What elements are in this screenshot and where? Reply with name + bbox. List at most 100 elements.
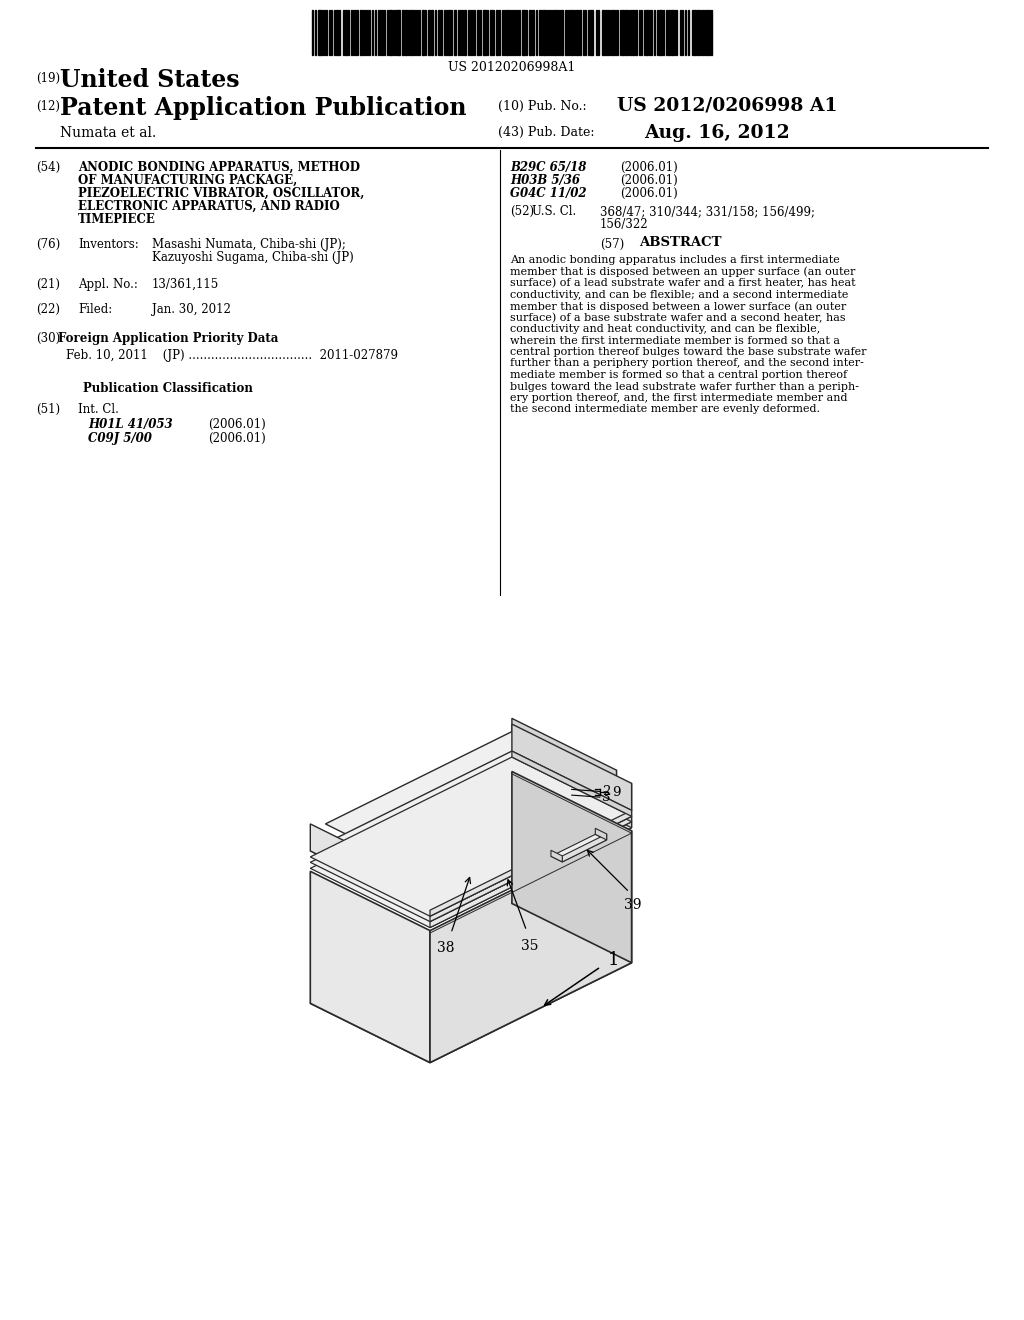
Polygon shape: [310, 903, 632, 1063]
Text: (2006.01): (2006.01): [620, 187, 678, 201]
Text: mediate member is formed so that a central portion thereof: mediate member is formed so that a centr…: [510, 370, 847, 380]
Bar: [529, 11, 531, 55]
Text: (2006.01): (2006.01): [208, 432, 266, 445]
Bar: [625, 11, 627, 55]
Bar: [483, 11, 486, 55]
Bar: [579, 11, 581, 55]
Text: 368/47; 310/344; 331/158; 156/499;: 368/47; 310/344; 331/158; 156/499;: [600, 205, 815, 218]
Bar: [345, 11, 347, 55]
Bar: [635, 11, 637, 55]
Text: 3: 3: [602, 791, 610, 804]
Text: (21): (21): [36, 279, 60, 290]
Bar: [622, 11, 624, 55]
Text: ABSTRACT: ABSTRACT: [639, 236, 721, 249]
Bar: [575, 11, 578, 55]
Polygon shape: [430, 822, 632, 928]
Polygon shape: [512, 771, 632, 962]
Bar: [506, 11, 508, 55]
Polygon shape: [310, 871, 430, 1063]
Polygon shape: [326, 731, 616, 875]
Polygon shape: [430, 810, 632, 916]
Bar: [454, 11, 456, 55]
Bar: [428, 11, 430, 55]
Text: (51): (51): [36, 403, 60, 416]
Bar: [602, 11, 604, 55]
Polygon shape: [512, 763, 632, 828]
Text: (12): (12): [36, 100, 60, 114]
Polygon shape: [512, 758, 632, 822]
Bar: [532, 11, 534, 55]
Text: Inventors:: Inventors:: [78, 238, 138, 251]
Text: An anodic bonding apparatus includes a first intermediate: An anodic bonding apparatus includes a f…: [510, 255, 840, 265]
Text: (22): (22): [36, 304, 60, 315]
Text: US 20120206998A1: US 20120206998A1: [449, 61, 575, 74]
Bar: [336, 11, 338, 55]
Polygon shape: [512, 751, 632, 816]
Text: ANODIC BONDING APPARATUS, METHOD: ANODIC BONDING APPARATUS, METHOD: [78, 161, 360, 174]
Text: conductivity and heat conductivity, and can be flexible,: conductivity and heat conductivity, and …: [510, 323, 820, 334]
Polygon shape: [595, 829, 606, 840]
Polygon shape: [310, 824, 430, 911]
Bar: [590, 11, 593, 55]
Text: conductivity, and can be flexible; and a second intermediate: conductivity, and can be flexible; and a…: [510, 289, 848, 300]
Text: (19): (19): [36, 73, 60, 84]
Text: PIEZOELECTRIC VIBRATOR, OSCILLATOR,: PIEZOELECTRIC VIBRATOR, OSCILLATOR,: [78, 187, 365, 201]
Bar: [397, 11, 400, 55]
Bar: [694, 11, 696, 55]
Text: wherein the first intermediate member is formed so that a: wherein the first intermediate member is…: [510, 335, 840, 346]
Bar: [612, 11, 614, 55]
Text: US 2012/0206998 A1: US 2012/0206998 A1: [617, 96, 838, 115]
Polygon shape: [430, 783, 632, 911]
Polygon shape: [459, 853, 483, 882]
Text: TIMEPIECE: TIMEPIECE: [78, 213, 156, 226]
Text: bulges toward the lead substrate wafer further than a periph-: bulges toward the lead substrate wafer f…: [510, 381, 859, 392]
Text: (57): (57): [600, 238, 625, 251]
Bar: [496, 11, 498, 55]
Bar: [406, 11, 407, 55]
Polygon shape: [562, 834, 606, 862]
Text: U.S. Cl.: U.S. Cl.: [532, 205, 577, 218]
Text: central portion thereof bulges toward the base substrate wafer: central portion thereof bulges toward th…: [510, 347, 866, 356]
Text: Int. Cl.: Int. Cl.: [78, 403, 119, 416]
Text: OF MANUFACTURING PACKAGE,: OF MANUFACTURING PACKAGE,: [78, 174, 297, 187]
Polygon shape: [430, 830, 632, 1063]
Bar: [422, 11, 424, 55]
Text: (43) Pub. Date:: (43) Pub. Date:: [498, 125, 595, 139]
Polygon shape: [310, 768, 632, 928]
Text: ery portion thereof, and, the first intermediate member and: ery portion thereof, and, the first inte…: [510, 393, 848, 403]
Bar: [697, 11, 699, 55]
Text: H03B 5/36: H03B 5/36: [510, 174, 580, 187]
Text: (2006.01): (2006.01): [208, 418, 266, 432]
Text: 13/361,115: 13/361,115: [152, 279, 219, 290]
Text: H01L 41/053: H01L 41/053: [88, 418, 173, 432]
Text: B29C 65/18: B29C 65/18: [510, 161, 587, 174]
Polygon shape: [310, 763, 632, 921]
Bar: [671, 11, 673, 55]
Text: 35: 35: [521, 939, 539, 953]
Text: 156/322: 156/322: [600, 218, 648, 231]
Text: further than a periphery portion thereof, and the second inter-: further than a periphery portion thereof…: [510, 359, 864, 368]
Bar: [605, 11, 607, 55]
Text: (54): (54): [36, 161, 60, 174]
Bar: [706, 11, 708, 55]
Text: Feb. 10, 2011    (JP) .................................  2011-027879: Feb. 10, 2011 (JP) .....................…: [66, 348, 398, 362]
Text: member that is disposed between an upper surface (an outer: member that is disposed between an upper…: [510, 267, 855, 277]
Text: Kazuyoshi Sugama, Chiba-shi (JP): Kazuyoshi Sugama, Chiba-shi (JP): [152, 251, 353, 264]
Text: (30): (30): [36, 333, 60, 345]
Text: the second intermediate member are evenly deformed.: the second intermediate member are evenl…: [510, 404, 820, 414]
Bar: [668, 11, 670, 55]
Text: G04C 11/02: G04C 11/02: [510, 187, 587, 201]
Bar: [318, 11, 321, 55]
Text: Appl. No.:: Appl. No.:: [78, 279, 138, 290]
Bar: [360, 11, 362, 55]
Text: 39: 39: [624, 899, 641, 912]
Polygon shape: [430, 816, 632, 921]
Text: (2006.01): (2006.01): [620, 161, 678, 174]
Bar: [431, 11, 433, 55]
Polygon shape: [512, 718, 616, 783]
Polygon shape: [441, 861, 483, 882]
Bar: [659, 11, 662, 55]
Text: (2006.01): (2006.01): [620, 174, 678, 187]
Text: Aug. 16, 2012: Aug. 16, 2012: [644, 124, 790, 143]
Bar: [561, 11, 563, 55]
